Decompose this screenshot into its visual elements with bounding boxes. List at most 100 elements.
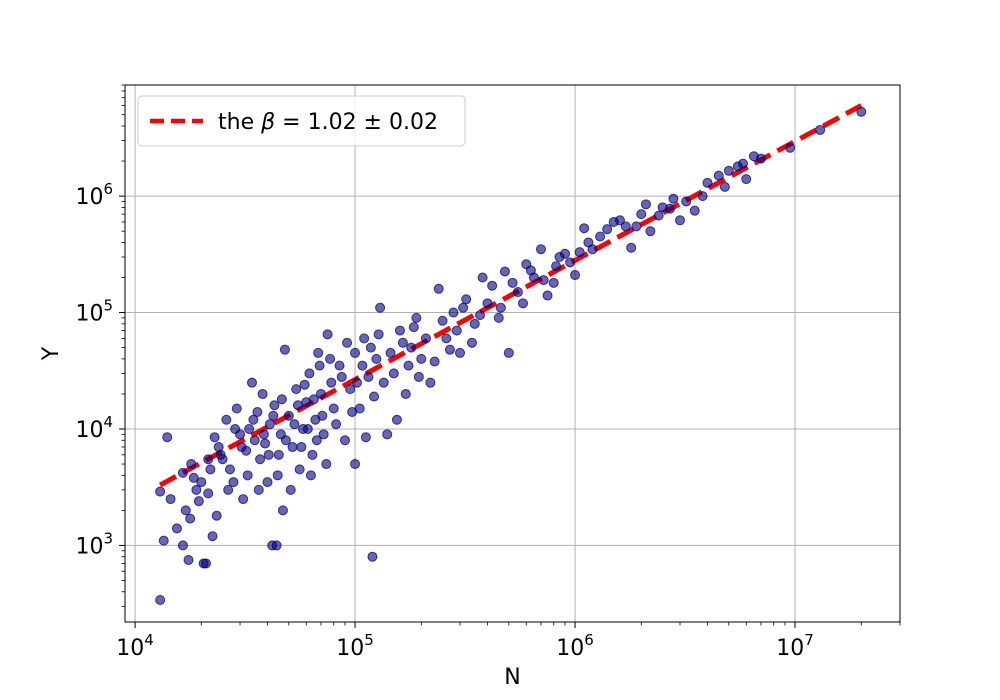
- data-point: [331, 419, 342, 430]
- data-point: [856, 106, 867, 117]
- data-point: [186, 459, 197, 470]
- data-point: [689, 205, 700, 216]
- data-point: [548, 277, 559, 288]
- data-point: [455, 347, 466, 358]
- data-point: [378, 377, 389, 388]
- data-point: [503, 347, 514, 358]
- data-point: [357, 360, 368, 371]
- data-point: [518, 298, 529, 309]
- data-point: [177, 467, 188, 478]
- data-point: [253, 484, 264, 495]
- data-point: [209, 432, 220, 443]
- data-point: [177, 540, 188, 551]
- data-point: [365, 342, 376, 353]
- data-point: [196, 477, 207, 488]
- data-point: [291, 384, 302, 395]
- data-point: [279, 344, 290, 355]
- data-point: [413, 371, 424, 382]
- data-point: [339, 435, 350, 446]
- data-point: [272, 470, 283, 481]
- data-point: [469, 318, 480, 329]
- y-axis-ticks: 103 104 105 106: [75, 84, 125, 607]
- data-point: [334, 360, 345, 371]
- data-point: [264, 419, 275, 430]
- data-point: [551, 261, 562, 272]
- y-tick-label: 104: [75, 413, 113, 443]
- data-point: [425, 377, 436, 388]
- data-point: [433, 283, 444, 294]
- fit-line: [158, 103, 863, 488]
- legend-prefix: the: [218, 110, 261, 135]
- data-point: [162, 432, 173, 443]
- data-point: [631, 221, 642, 232]
- fit-line-group: [158, 103, 863, 488]
- data-point: [326, 377, 337, 388]
- data-point: [325, 353, 336, 364]
- x-tick-label: 107: [776, 631, 814, 661]
- data-point: [755, 153, 766, 164]
- data-point: [645, 226, 656, 237]
- data-point: [292, 400, 303, 411]
- data-point: [367, 551, 378, 562]
- data-point: [271, 540, 282, 551]
- data-point: [636, 209, 647, 220]
- data-point: [351, 377, 362, 388]
- data-point: [296, 442, 307, 453]
- data-point: [230, 423, 241, 434]
- data-point: [244, 423, 255, 434]
- data-point: [583, 237, 594, 248]
- data-point: [165, 494, 176, 505]
- data-point: [269, 400, 280, 411]
- data-point: [211, 510, 222, 521]
- data-point: [328, 403, 339, 414]
- data-point: [215, 449, 226, 460]
- data-point: [614, 215, 625, 226]
- data-point: [626, 242, 637, 253]
- data-point: [579, 223, 590, 234]
- data-point: [304, 368, 315, 379]
- data-point: [342, 337, 353, 348]
- data-point: [385, 347, 396, 358]
- data-point: [183, 554, 194, 565]
- data-point: [314, 360, 325, 371]
- data-point: [336, 371, 347, 382]
- data-point: [260, 438, 271, 449]
- data-point: [388, 368, 399, 379]
- data-point: [373, 329, 384, 340]
- y-tick-label: 106: [75, 180, 113, 210]
- data-point: [437, 315, 448, 326]
- data-point: [236, 442, 247, 453]
- data-point: [246, 377, 257, 388]
- data-point: [345, 384, 356, 395]
- legend-beta-symbol: β: [260, 110, 275, 135]
- data-point: [321, 459, 332, 470]
- data-point: [249, 435, 260, 446]
- data-point: [574, 247, 585, 258]
- data-point: [499, 266, 510, 277]
- x-tick-label: 106: [556, 631, 594, 661]
- data-point: [448, 307, 459, 318]
- data-point: [280, 435, 291, 446]
- data-point: [403, 360, 414, 371]
- data-point: [565, 257, 576, 268]
- data-point: [602, 224, 613, 235]
- data-point: [258, 429, 269, 440]
- data-point: [408, 322, 419, 333]
- data-point: [231, 403, 242, 414]
- data-point: [411, 312, 422, 323]
- grid: [125, 85, 900, 622]
- data-point: [223, 484, 234, 495]
- data-point: [276, 394, 287, 405]
- data-point: [420, 333, 431, 344]
- data-point: [203, 454, 214, 465]
- data-point: [228, 477, 239, 488]
- legend-suffix: = 1.02 ± 0.02: [275, 110, 438, 135]
- data-point: [570, 270, 581, 281]
- data-point: [675, 215, 686, 226]
- data-point: [347, 406, 358, 417]
- data-point: [482, 298, 493, 309]
- data-point: [268, 410, 279, 421]
- data-point: [287, 442, 298, 453]
- x-tick-label: 105: [336, 631, 374, 661]
- data-point: [302, 423, 313, 434]
